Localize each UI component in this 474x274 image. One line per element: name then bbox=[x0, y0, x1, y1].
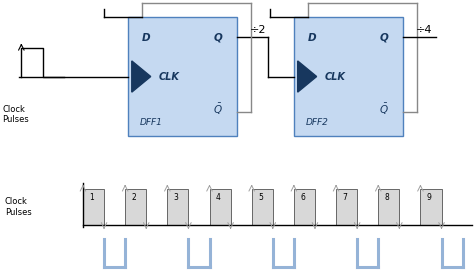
Text: ÷2: ÷2 bbox=[250, 25, 266, 35]
Text: 7: 7 bbox=[342, 193, 347, 202]
Text: ÷4: ÷4 bbox=[416, 25, 432, 35]
Text: DFF2: DFF2 bbox=[306, 118, 328, 127]
Text: 1: 1 bbox=[89, 193, 94, 202]
Text: 3: 3 bbox=[173, 193, 179, 202]
Bar bbox=[378, 189, 399, 224]
Bar bbox=[252, 189, 273, 224]
Text: 2: 2 bbox=[131, 193, 136, 202]
Text: Q: Q bbox=[214, 33, 223, 43]
Text: Q: Q bbox=[380, 33, 389, 43]
Bar bbox=[420, 189, 441, 224]
Polygon shape bbox=[298, 61, 317, 92]
Bar bbox=[128, 17, 237, 136]
Text: CLK: CLK bbox=[159, 72, 180, 82]
Bar bbox=[125, 189, 146, 224]
Text: 9: 9 bbox=[427, 193, 432, 202]
Text: Clock
Pulses: Clock Pulses bbox=[5, 197, 31, 216]
Text: DFF1: DFF1 bbox=[140, 118, 163, 127]
Text: 5: 5 bbox=[258, 193, 263, 202]
Bar bbox=[336, 189, 357, 224]
Text: D: D bbox=[308, 33, 317, 43]
Bar bbox=[167, 189, 188, 224]
Polygon shape bbox=[132, 61, 151, 92]
Bar bbox=[210, 189, 230, 224]
Text: 8: 8 bbox=[384, 193, 389, 202]
Text: $\bar{Q}$: $\bar{Q}$ bbox=[379, 102, 389, 117]
Bar bbox=[294, 189, 315, 224]
Text: 4: 4 bbox=[216, 193, 221, 202]
Text: 6: 6 bbox=[300, 193, 305, 202]
Text: CLK: CLK bbox=[325, 72, 346, 82]
Text: D: D bbox=[142, 33, 151, 43]
Bar bbox=[83, 189, 104, 224]
Bar bbox=[294, 17, 403, 136]
Text: $\bar{Q}$: $\bar{Q}$ bbox=[213, 102, 223, 117]
Text: Clock
Pulses: Clock Pulses bbox=[2, 105, 29, 124]
